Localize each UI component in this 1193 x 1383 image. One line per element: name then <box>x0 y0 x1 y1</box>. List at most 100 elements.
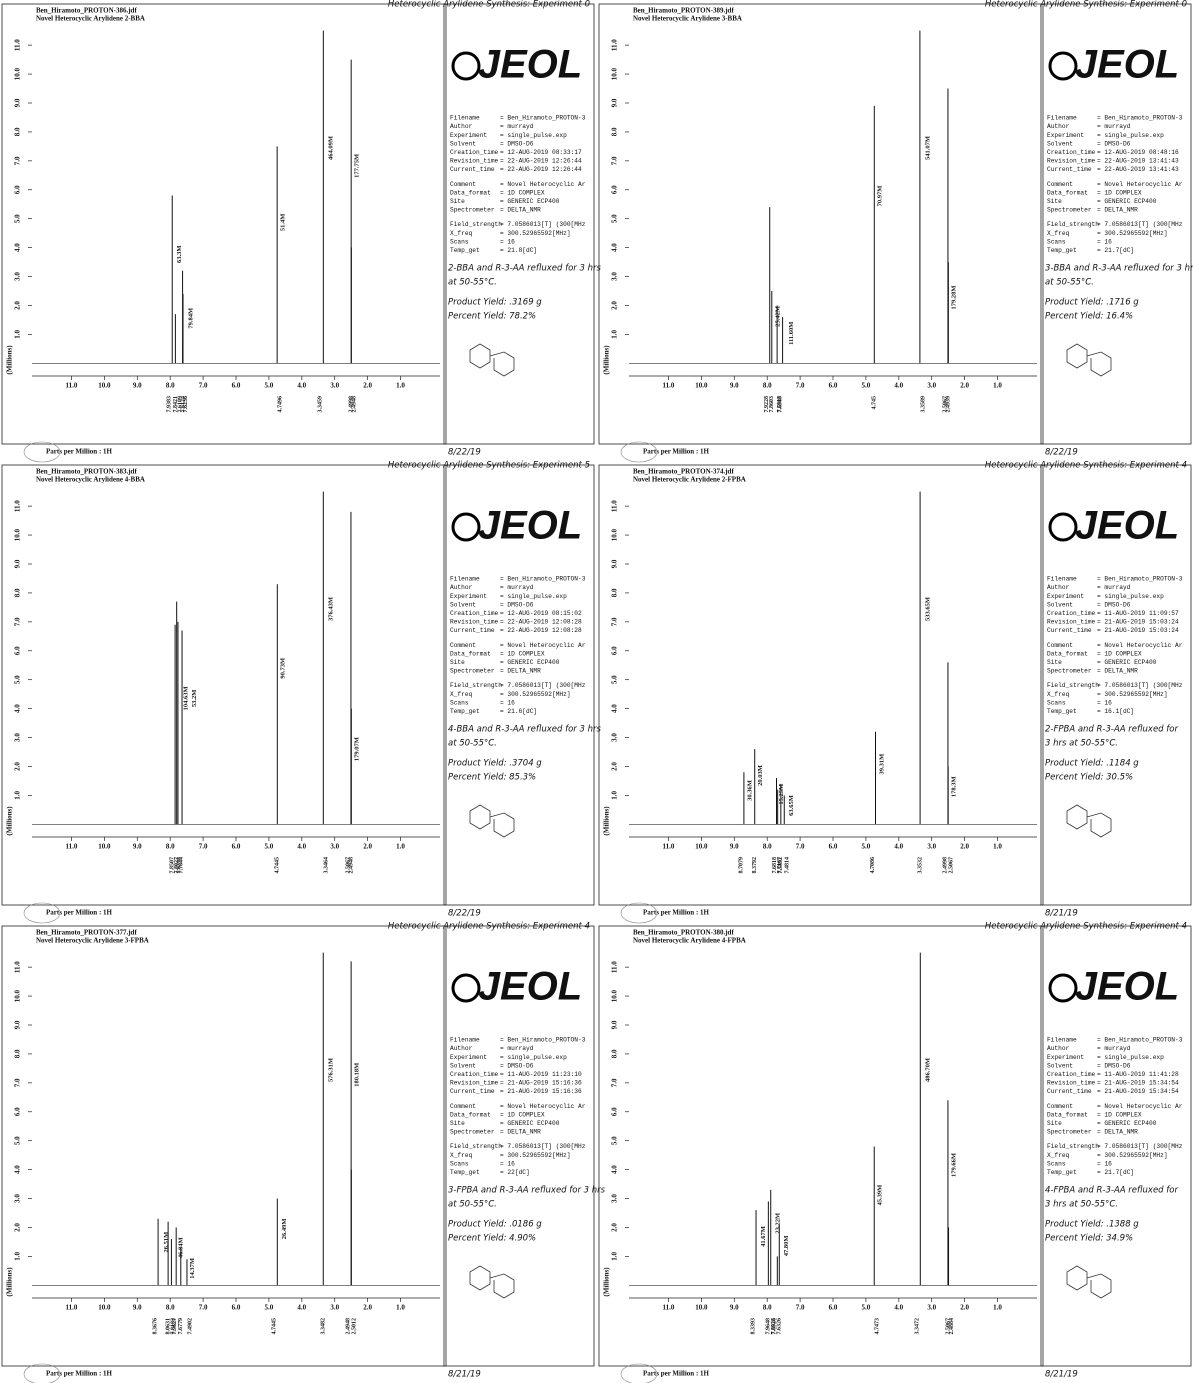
x-tick-label: 10.0 <box>98 843 111 851</box>
integral-label: 79.84M <box>187 308 194 329</box>
integral-label: 178.3M <box>951 776 958 797</box>
integral-label: 25.42M <box>775 306 782 327</box>
structure-sketch <box>469 1265 515 1299</box>
chart-subtitle: Novel Heterocyclic Arylidene 2-FPBA <box>633 476 746 484</box>
structure-sketch <box>1066 343 1112 377</box>
logo-emblem <box>1048 512 1078 542</box>
y-tick-label: 1.0 <box>14 330 22 339</box>
param-key: Field_strength <box>1047 1143 1099 1150</box>
y-tick-label: 3.0 <box>611 733 619 742</box>
param-value: = Ben_Hiramoto_PROTON-3 <box>1097 576 1183 583</box>
param-key: Comment <box>450 642 476 649</box>
y-tick-label: 8.0 <box>14 127 22 136</box>
y-tick-label: 7.0 <box>14 617 22 626</box>
param-value: = Ben_Hiramoto_PROTON-3 <box>1097 1037 1183 1044</box>
integral-label: 177.75M <box>354 154 361 178</box>
peak-label: 7.6326 <box>777 1318 783 1335</box>
peak-label: 7.7644 <box>178 857 184 874</box>
x-tick-label: 3.0 <box>330 1304 339 1312</box>
peak-label: 7.8923 <box>771 1318 777 1335</box>
chart-subtitle: Novel Heterocyclic Arylidene 4-FPBA <box>633 937 746 945</box>
param-key: Creation_time <box>450 149 499 156</box>
peak-label: 7.9627 <box>172 1318 178 1335</box>
param-value: = 12-AUG-2019 08:33:17 <box>500 149 582 156</box>
x-tick-label: 10.0 <box>695 382 708 390</box>
param-value: = 300.52965592[MHz] <box>500 1152 571 1159</box>
peak-label: 2.4998 <box>943 857 949 874</box>
y-tick-label: 10.0 <box>14 67 22 80</box>
integral-label: 26.51M <box>163 1232 170 1253</box>
y-tick-label: 7.0 <box>14 156 22 165</box>
param-value: = Novel Heterocyclic Ar <box>500 1103 586 1110</box>
param-value: = DMSO-D6 <box>1097 140 1131 147</box>
param-key: X_freq <box>450 1152 473 1159</box>
date: 8/21/19 <box>1045 909 1078 919</box>
param-key: Current_time <box>450 1088 495 1095</box>
x-tick-label: 4.0 <box>894 1304 903 1312</box>
x-tick-label: 6.0 <box>829 1304 838 1312</box>
plot-frame <box>598 464 1044 906</box>
integral-label: 39.31M <box>878 754 885 775</box>
peaks <box>171 30 352 364</box>
structure-sketch <box>469 343 515 377</box>
param-value: = 1D COMPLEX <box>500 1111 545 1118</box>
plot-frame <box>598 925 1044 1367</box>
param-key: Field_strength <box>450 1143 502 1150</box>
peaks <box>743 491 949 825</box>
date: 8/22/19 <box>448 448 481 458</box>
handwritten-note: 3-FPBA and R-3-AA refluxed for 3 hrs <box>448 1186 606 1196</box>
peak-label: 2.4998 <box>349 396 355 413</box>
param-key: Creation_time <box>1047 610 1096 617</box>
integral-label: 63.3M <box>176 246 183 264</box>
x-tick-label: 11.0 <box>663 1304 675 1312</box>
peaks <box>157 952 352 1286</box>
x-tick-label: 1.0 <box>993 1304 1002 1312</box>
param-key: Temp_get <box>450 708 480 715</box>
x-tick-label: 4.0 <box>894 382 903 390</box>
param-value: = Novel Heterocyclic Ar <box>1097 1103 1183 1110</box>
param-value: = 16 <box>1097 699 1112 706</box>
peak-label: 4.7473 <box>875 1318 881 1335</box>
handwritten-note: Product Yield: .1388 g <box>1045 1220 1139 1230</box>
x-tick-label: 10.0 <box>98 1304 111 1312</box>
y-tick-label: 6.0 <box>611 1107 619 1116</box>
param-value: = 21.6[dC] <box>500 708 537 715</box>
peak-label: 2.4948 <box>349 857 355 874</box>
x-tick-label: 3.0 <box>927 843 936 851</box>
handwritten-note: Product Yield: .0186 g <box>448 1220 542 1230</box>
param-key: Scans <box>450 1160 469 1167</box>
param-key: Solvent <box>1047 1062 1073 1069</box>
info-frame <box>443 3 595 445</box>
peak-label: 3.3532 <box>917 857 923 874</box>
y-tick-label: 4.0 <box>611 1165 619 1174</box>
integral-label: 179.28M <box>951 286 958 310</box>
x-tick-label: 9.0 <box>730 1304 739 1312</box>
x-tick-label: 11.0 <box>66 843 78 851</box>
param-key: Revision_time <box>450 619 499 626</box>
handwritten-note: 2-BBA and R-3-AA refluxed for 3 hrs <box>448 264 601 274</box>
param-value: = GENERIC ECP400 <box>1097 1120 1157 1127</box>
x-tick-label: 2.0 <box>363 843 372 851</box>
y-tick-label: 8.0 <box>14 588 22 597</box>
chart-title: Ben_Hiramoto_PROTON-383.jdf <box>36 468 137 476</box>
param-key: Spectrometer <box>450 668 495 675</box>
info-frame <box>1040 3 1192 445</box>
param-value: = Novel Heterocyclic Ar <box>500 642 586 649</box>
param-key: Solvent <box>1047 601 1073 608</box>
page-hole <box>620 902 658 924</box>
y-tick-label: 6.0 <box>14 185 22 194</box>
param-key: Field_strength <box>1047 682 1099 689</box>
y-tick-label: 6.0 <box>611 646 619 655</box>
x-tick-label: 2.0 <box>960 382 969 390</box>
page-hole <box>620 441 658 463</box>
param-value: = 22-AUG-2019 12:26:44 <box>500 166 582 173</box>
param-key: Filename <box>450 1037 480 1044</box>
param-key: Experiment <box>450 1054 487 1061</box>
integral-label: 541.07M <box>924 136 931 160</box>
x-tick-label: 6.0 <box>232 382 241 390</box>
peak-label: 7.8027 <box>174 857 180 874</box>
y-tick-label: 6.0 <box>14 1107 22 1116</box>
param-key: Solvent <box>450 601 476 608</box>
